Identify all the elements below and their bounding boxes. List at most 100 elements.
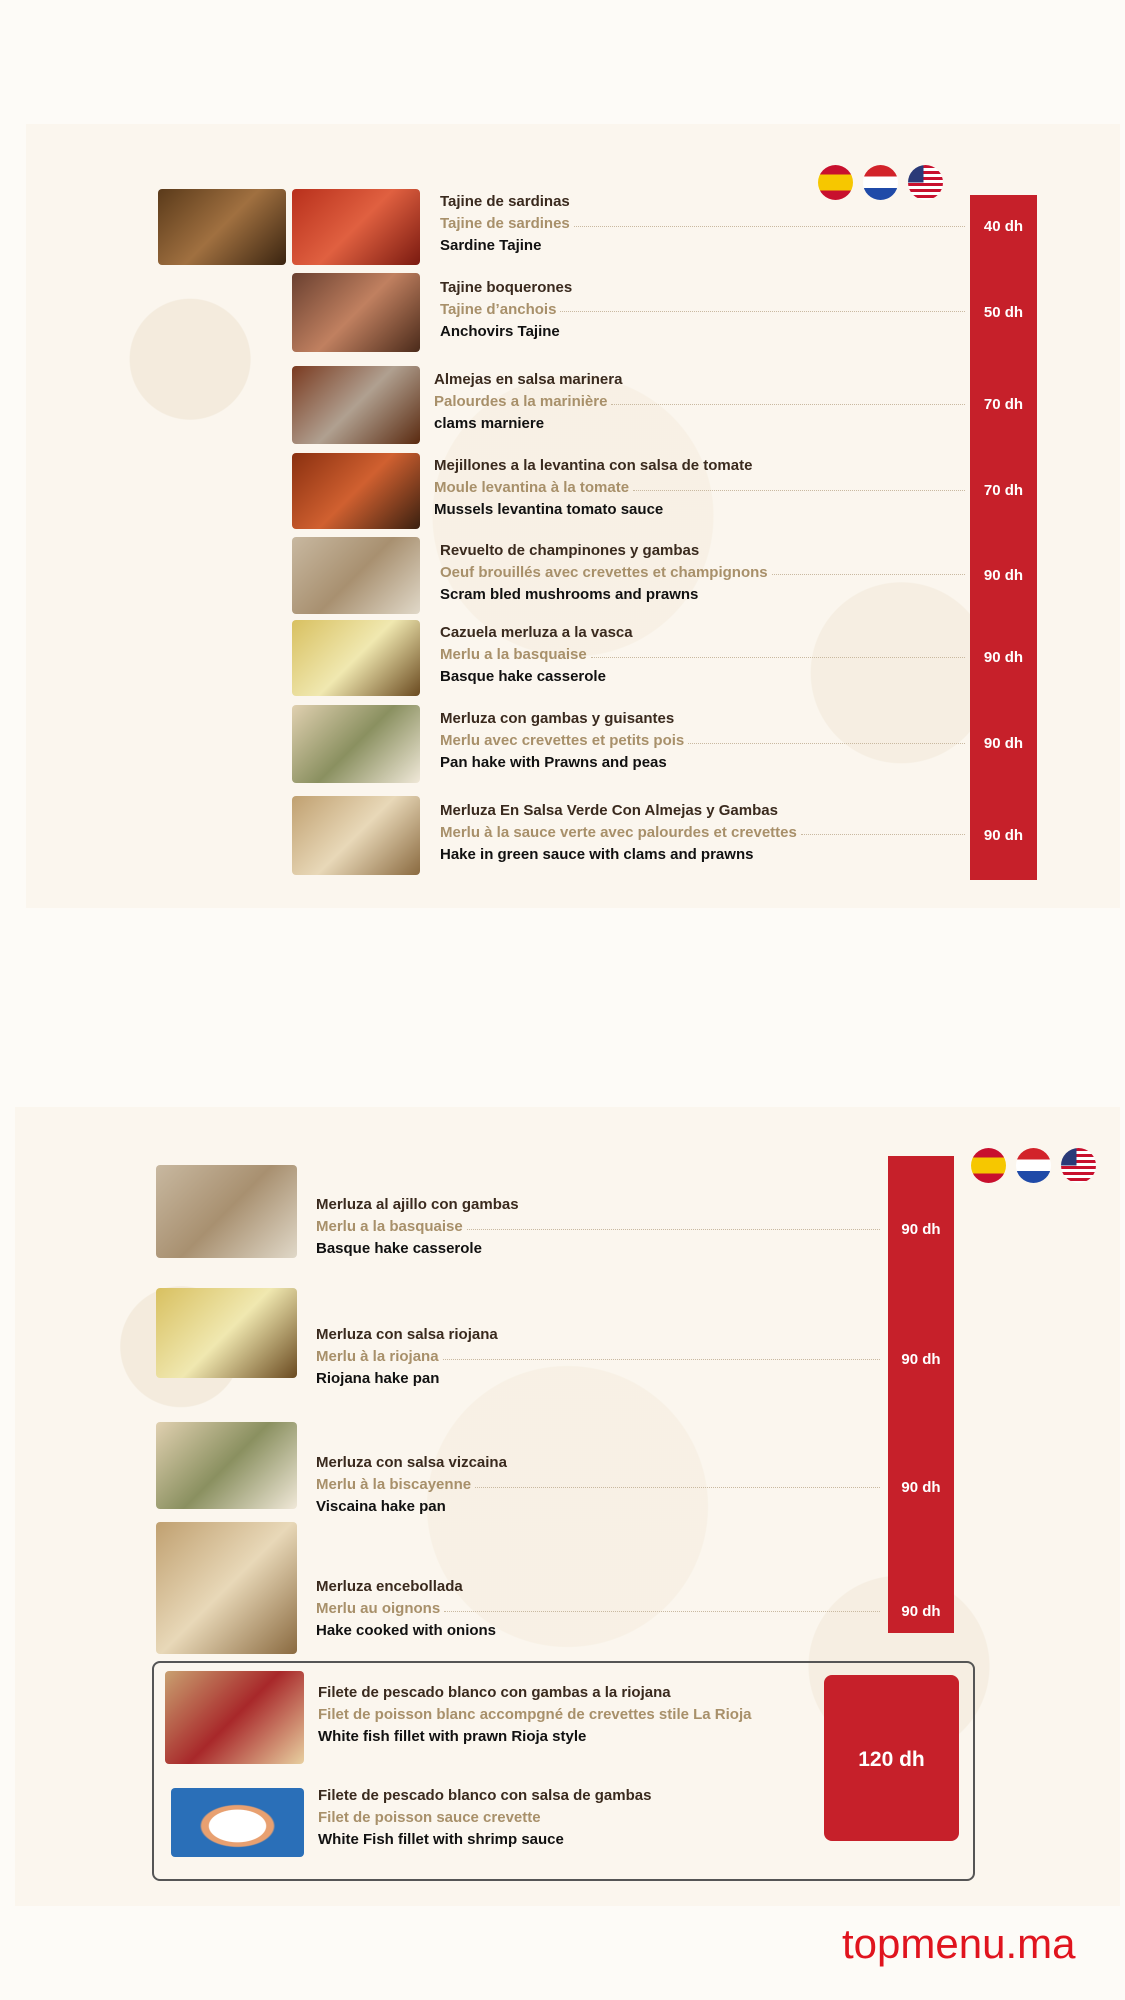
usa-flag-icon — [1061, 1148, 1096, 1183]
item-name-french-row: Moule levantina à la tomate — [434, 477, 965, 499]
item-name-english: Anchovirs Tajine — [440, 322, 560, 340]
item-name-spanish: Filete de pescado blanco con gambas a la… — [318, 1684, 671, 1701]
food-photo — [292, 705, 420, 783]
item-name-spanish: Merluza con salsa vizcaina — [316, 1454, 507, 1471]
item-name-english: Riojana hake pan — [316, 1370, 440, 1387]
menu-item: Tajine de sardinas Tajine de sardines Sa… — [440, 191, 965, 257]
menu-item: Revuelto de champinones y gambas Oeuf br… — [440, 540, 965, 606]
brand-watermark: topmenu.ma — [842, 1920, 1076, 1967]
item-name-spanish: Almejas en salsa marinera — [434, 371, 623, 388]
menu-item: Filete de pescado blanco con gambas a la… — [318, 1682, 751, 1748]
item-name-spanish: Mejillones a la levantina con salsa de t… — [434, 457, 753, 474]
item-name-french: Oeuf brouillés avec crevettes et champig… — [440, 563, 768, 581]
item-name-french: Tajine de sardines — [440, 215, 570, 232]
combo-box — [152, 1661, 975, 1881]
spain-flag-icon — [971, 1148, 1006, 1183]
item-name-english: White fish fillet with prawn Rioja style — [318, 1728, 587, 1745]
item-name-spanish: Merluza En Salsa Verde Con Almejas y Gam… — [440, 801, 778, 819]
item-name-french-row: Merlu à la riojana — [316, 1346, 880, 1368]
item-name-spanish: Revuelto de champinones y gambas — [440, 541, 700, 559]
item-name-english: White Fish fillet with shrimp sauce — [318, 1831, 564, 1848]
food-photo — [292, 453, 420, 529]
item-name-english: Hake in green sauce with clams and prawn… — [440, 845, 754, 863]
item-name-french-row: Oeuf brouillés avec crevettes et champig… — [440, 562, 965, 584]
combo-price: 120 dh — [858, 1748, 925, 1771]
item-name-spanish: Merluza encebollada — [316, 1578, 463, 1595]
menu-item: Merluza con gambas y guisantes Merlu ave… — [440, 708, 965, 774]
item-name-spanish: Merluza con gambas y guisantes — [440, 710, 675, 727]
item-name-french-row: Merlu au oignons — [316, 1598, 880, 1620]
item-name-french: Filet de poisson sauce crevette — [318, 1809, 541, 1826]
item-price: 90 dh — [901, 1479, 941, 1496]
food-photo — [156, 1522, 297, 1654]
item-name-spanish: Tajine de sardinas — [440, 193, 570, 210]
menu-item: Cazuela merluza a la vasca Merlu a la ba… — [440, 622, 965, 688]
netherlands-flag-icon — [1016, 1148, 1051, 1183]
food-photo — [158, 189, 286, 265]
item-name-english: Hake cooked with onions — [316, 1622, 497, 1639]
food-photo — [165, 1671, 304, 1764]
item-name-english: Basque hake casserole — [316, 1240, 482, 1257]
dotted-leader — [444, 1610, 880, 1612]
dotted-leader — [800, 834, 965, 835]
price-column — [888, 1156, 954, 1633]
food-photo — [156, 1288, 297, 1378]
item-name-french-row: Tajine de sardines — [440, 213, 965, 235]
food-photo — [292, 273, 420, 352]
dotted-leader — [442, 1358, 880, 1360]
item-name-french: Filet de poisson blanc accompgné de crev… — [318, 1706, 752, 1723]
item-name-spanish: Merluza al ajillo con gambas — [316, 1196, 519, 1213]
item-name-french-row: Merlu avec crevettes et petits pois — [440, 730, 965, 752]
food-photo — [156, 1422, 297, 1509]
item-price: 90 dh — [983, 566, 1024, 584]
food-photo — [171, 1788, 304, 1857]
menu-item: Merluza con salsa riojana Merlu à la rio… — [316, 1324, 880, 1390]
combo-price-box — [824, 1675, 959, 1841]
item-price: 50 dh — [983, 303, 1024, 321]
food-photo — [292, 537, 420, 614]
food-photo — [292, 796, 420, 875]
item-name-french-row: Tajine d’anchois — [440, 299, 965, 321]
item-price: 90 dh — [983, 649, 1024, 666]
menu-item: Almejas en salsa marinera Palourdes a la… — [434, 369, 965, 435]
item-name-french: Merlu au oignons — [316, 1600, 441, 1617]
spain-flag-icon — [818, 165, 853, 200]
item-name-english: Basque hake casserole — [440, 668, 606, 685]
item-name-french: Tajine d’anchois — [440, 300, 557, 318]
menu-item: Merluza al ajillo con gambas Merlu a la … — [316, 1194, 880, 1260]
item-name-english: Viscaina hake pan — [316, 1498, 446, 1515]
item-name-french-row: Merlu a la basquaise — [440, 644, 965, 666]
dotted-leader — [611, 403, 965, 405]
item-name-spanish: Cazuela merluza a la vasca — [440, 624, 633, 641]
item-price: 90 dh — [983, 826, 1024, 844]
food-photo — [156, 1165, 297, 1258]
item-name-french-row: Merlu a la basquaise — [316, 1216, 880, 1238]
food-photo — [292, 366, 420, 444]
item-name-english: Pan hake with Prawns and peas — [440, 754, 667, 771]
item-name-spanish: Filete de pescado blanco con salsa de ga… — [318, 1787, 652, 1804]
item-name-french: Moule levantina à la tomate — [434, 479, 630, 496]
dotted-leader — [466, 1228, 880, 1230]
item-price: 90 dh — [901, 1221, 941, 1238]
item-name-french: Merlu a la basquaise — [440, 646, 587, 663]
dotted-leader — [688, 742, 965, 744]
item-name-french-row: Merlu à la biscayenne — [316, 1474, 880, 1496]
dotted-leader — [633, 489, 965, 491]
price-column — [970, 195, 1037, 880]
netherlands-flag-icon — [863, 165, 898, 200]
usa-flag-icon — [908, 165, 943, 200]
item-name-english: Mussels levantina tomato sauce — [434, 501, 664, 518]
item-name-spanish: Tajine boquerones — [440, 278, 573, 296]
item-name-french: Merlu à la riojana — [316, 1348, 439, 1365]
menu-item: Merluza encebollada Merlu au oignons Hak… — [316, 1576, 880, 1642]
item-name-french-row: Palourdes a la marinière — [434, 391, 965, 413]
item-name-french-row: Filet de poisson sauce crevette — [318, 1807, 651, 1829]
dotted-leader — [590, 656, 965, 658]
dotted-leader — [771, 574, 965, 575]
menu-item: Merluza En Salsa Verde Con Almejas y Gam… — [440, 800, 965, 866]
item-price: 70 dh — [983, 396, 1024, 413]
dotted-leader — [475, 1486, 880, 1488]
item-name-french: Merlu avec crevettes et petits pois — [440, 732, 685, 749]
menu-item: Filete de pescado blanco con salsa de ga… — [318, 1785, 651, 1851]
item-name-spanish: Merluza con salsa riojana — [316, 1326, 498, 1343]
